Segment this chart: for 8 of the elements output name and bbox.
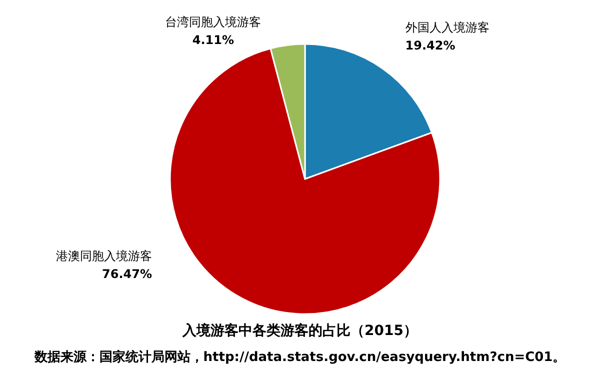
data-label: 4.11% bbox=[192, 33, 234, 47]
slice-label: 台湾同胞入境游客 bbox=[165, 15, 262, 29]
data-label: 76.47% bbox=[102, 267, 152, 281]
data-label: 19.42% bbox=[405, 38, 456, 53]
slice-label: 港澳同胞入境游客 bbox=[56, 249, 152, 263]
slice-label: 外国人入境游客 bbox=[405, 20, 490, 35]
source-note: 数据来源：国家统计局网站，http://data.stats.gov.cn/easyquery.htm?cn=C01。 bbox=[33, 348, 567, 366]
text: 入境游客中各类游客的占比（2015） bbox=[181, 322, 418, 340]
